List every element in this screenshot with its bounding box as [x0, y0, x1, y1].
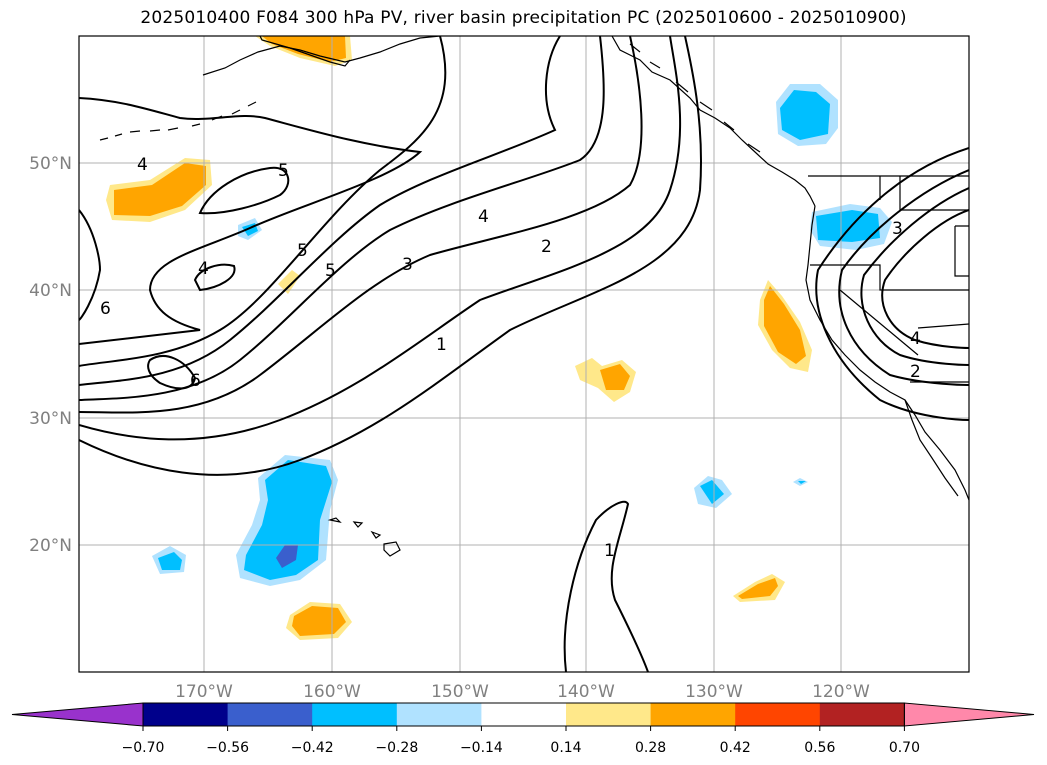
- contour-label: 4: [478, 207, 489, 227]
- colorbar-tick-label: 0.56: [804, 740, 835, 756]
- colorbar-tick-label: −0.28: [375, 740, 418, 756]
- lon-label-170w: 170°W: [175, 682, 233, 702]
- precip-neg-area: [244, 460, 332, 580]
- colorbar-labels: −0.70 −0.56 −0.42 −0.28 −0.14 0.14 0.28 0.42 0.5…: [122, 726, 920, 756]
- contour-label: 2: [541, 237, 552, 257]
- precip-neg-area: [798, 481, 806, 484]
- precip-neg-area: [158, 552, 182, 570]
- precip-neg-area: [780, 90, 830, 140]
- colorbar-segment: [735, 703, 821, 726]
- colorbar-tick-label: −0.56: [206, 740, 249, 756]
- lon-label-120w: 120°W: [812, 682, 870, 702]
- colorbar: [11, 702, 1035, 727]
- precip-pos-area: [114, 163, 206, 216]
- pv-contours: [79, 36, 969, 672]
- lat-label-50n: 50°N: [29, 154, 72, 174]
- longitude-labels: 170°W 160°W 150°W 140°W 130°W 120°W: [175, 682, 870, 702]
- precip-neg-area: [276, 545, 298, 568]
- colorbar-segment: [396, 703, 482, 726]
- colorbar-tick-label: 0.70: [889, 740, 920, 756]
- coastlines: [99, 36, 969, 557]
- contour-label: 5: [325, 261, 336, 281]
- colorbar-segment: [566, 703, 652, 726]
- contour-label: 2: [910, 362, 921, 382]
- latitude-labels: 50°N 40°N 30°N 20°N: [29, 154, 72, 556]
- colorbar-tick-label: 0.14: [550, 740, 581, 756]
- lat-label-40n: 40°N: [29, 281, 72, 301]
- colorbar-tick-label: 0.42: [720, 740, 751, 756]
- colorbar-border: [142, 702, 905, 727]
- colorbar-extend-max: [903, 702, 1035, 727]
- contour-label: 6: [100, 299, 111, 319]
- lon-label-130w: 130°W: [685, 682, 743, 702]
- precip-shading: [106, 36, 892, 640]
- colorbar-segment: [650, 703, 736, 726]
- colorbar-tick-label: −0.14: [460, 740, 503, 756]
- contour-label: 6: [190, 371, 201, 391]
- colorbar-segment: [312, 703, 398, 726]
- contour-label: 4: [910, 329, 921, 349]
- contour-label: 1: [604, 541, 615, 561]
- contour-label: 3: [892, 219, 903, 239]
- colorbar-tick-label: −0.70: [122, 740, 165, 756]
- contour-label: 5: [297, 241, 308, 261]
- map-frame: [78, 35, 970, 673]
- precip-pos-area: [764, 286, 806, 364]
- precip-pos-area: [600, 364, 630, 390]
- contour-label: 3: [402, 255, 413, 275]
- precip-neg-area: [816, 210, 880, 242]
- contour-label: 4: [137, 155, 148, 175]
- map-background: [79, 36, 969, 672]
- precip-neg-area: [700, 480, 724, 504]
- pv-contour-labels: 4 5 5 5 4 4 3 2 1 6 6 1 3 4 2: [100, 155, 921, 561]
- precip-pos-area: [738, 578, 778, 599]
- colorbar-tick-label: 0.28: [635, 740, 666, 756]
- lon-label-160w: 160°W: [303, 682, 361, 702]
- lat-label-20n: 20°N: [29, 536, 72, 556]
- colorbar-segment: [227, 703, 313, 726]
- colorbar-segment: [143, 703, 229, 726]
- colorbar-segment: [481, 703, 567, 726]
- precip-pos-area: [262, 36, 346, 62]
- lon-label-150w: 150°W: [431, 682, 489, 702]
- colorbar-segment: [819, 703, 905, 726]
- contour-label: 1: [436, 335, 447, 355]
- graticule: [79, 36, 969, 672]
- lon-label-140w: 140°W: [557, 682, 615, 702]
- precip-pos-area: [278, 270, 300, 294]
- colorbar-extend-min: [11, 702, 144, 727]
- contour-label: 5: [278, 161, 289, 181]
- lat-label-30n: 30°N: [29, 409, 72, 429]
- map-title: 2025010400 F084 300 hPa PV, river basin …: [140, 8, 907, 28]
- colorbar-tick-label: −0.42: [291, 740, 334, 756]
- contour-label: 4: [198, 259, 209, 279]
